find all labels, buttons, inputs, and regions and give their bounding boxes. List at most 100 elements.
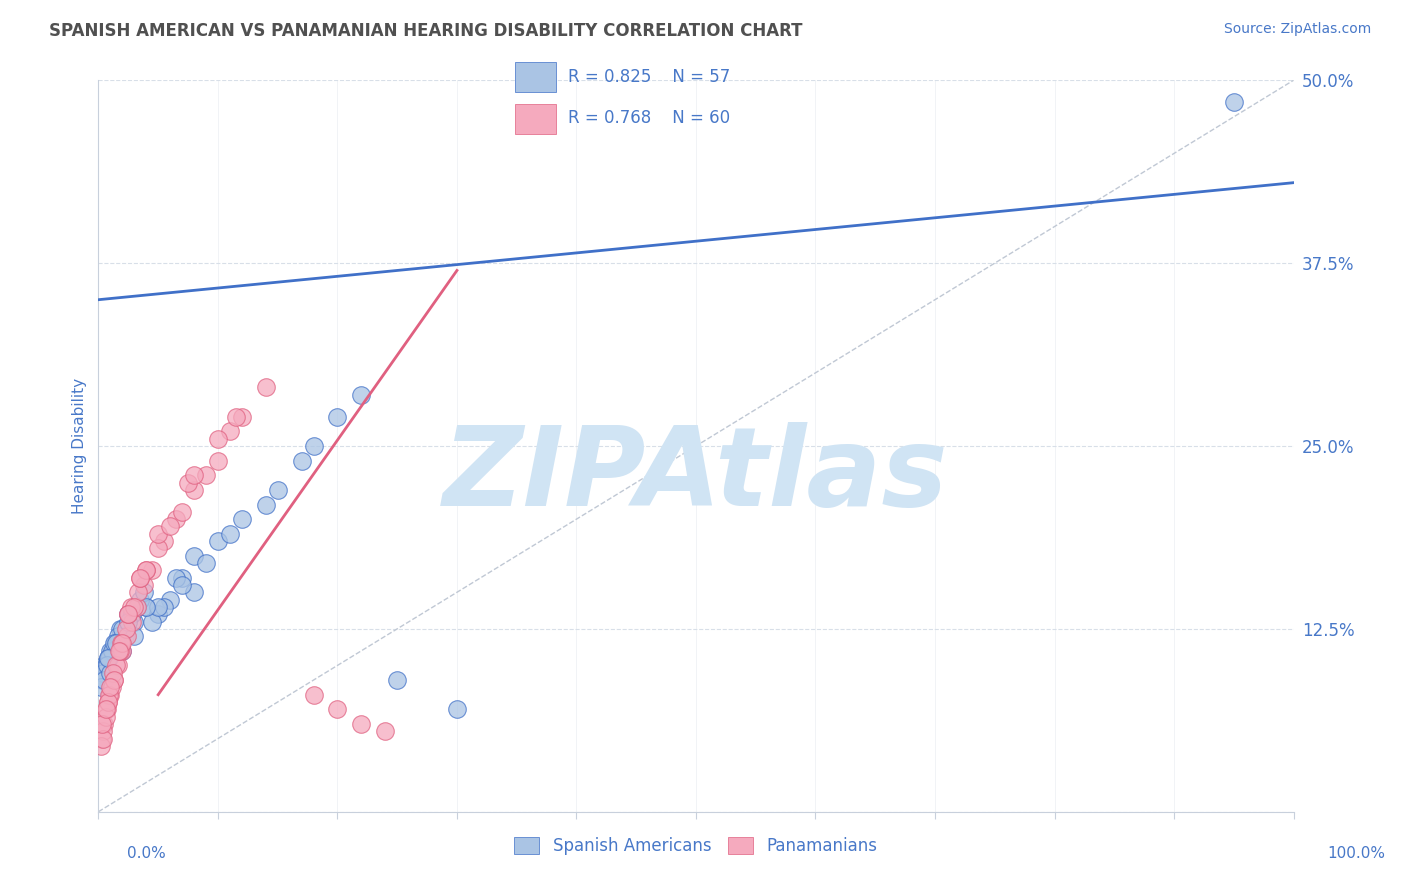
Point [127, 585, 149, 599]
Text: R = 0.768    N = 60: R = 0.768 N = 60 [568, 109, 730, 128]
Point [105, 658, 128, 673]
Point [207, 432, 229, 446]
Point [103, 673, 125, 687]
Point [141, 563, 163, 577]
Point [100, 644, 122, 658]
Point [115, 629, 138, 643]
Point [108, 622, 131, 636]
Point [105, 636, 128, 650]
Point [93, 717, 115, 731]
Point [96, 702, 118, 716]
Point [107, 644, 129, 658]
Point [132, 585, 155, 599]
Point [446, 702, 468, 716]
Point [183, 585, 205, 599]
Point [105, 636, 128, 650]
Point [117, 607, 139, 622]
Point [107, 629, 129, 643]
Point [100, 681, 122, 695]
Text: SPANISH AMERICAN VS PANAMANIAN HEARING DISABILITY CORRELATION CHART: SPANISH AMERICAN VS PANAMANIAN HEARING D… [49, 22, 803, 40]
Point [148, 541, 170, 556]
Point [129, 592, 152, 607]
Point [326, 702, 349, 716]
Point [177, 475, 200, 490]
Point [159, 592, 181, 607]
Point [97, 651, 120, 665]
Point [97, 651, 120, 665]
Point [225, 409, 247, 424]
Point [125, 599, 148, 614]
Point [107, 658, 129, 673]
Point [219, 425, 242, 439]
Point [114, 629, 136, 643]
Point [103, 636, 125, 650]
Point [117, 607, 139, 622]
Text: 100.0%: 100.0% [1327, 846, 1385, 861]
Point [207, 453, 229, 467]
Point [97, 695, 120, 709]
Text: Source: ZipAtlas.com: Source: ZipAtlas.com [1223, 22, 1371, 37]
Point [98, 644, 122, 658]
Point [148, 607, 170, 622]
Point [117, 607, 139, 622]
Legend: Spanish Americans, Panamanians: Spanish Americans, Panamanians [508, 830, 884, 862]
Point [350, 388, 373, 402]
Point [91, 731, 114, 746]
Point [219, 526, 242, 541]
Point [91, 724, 114, 739]
Point [183, 468, 205, 483]
Point [97, 695, 120, 709]
Point [98, 688, 122, 702]
Point [129, 571, 152, 585]
Point [91, 731, 114, 746]
Point [165, 571, 187, 585]
Point [91, 673, 114, 687]
Point [302, 688, 325, 702]
Text: R = 0.825    N = 57: R = 0.825 N = 57 [568, 68, 730, 87]
Point [350, 717, 373, 731]
Point [172, 505, 194, 519]
Point [108, 644, 131, 658]
Point [104, 636, 127, 650]
Point [1223, 95, 1246, 110]
Point [183, 549, 205, 563]
Point [90, 681, 112, 695]
Point [195, 556, 218, 570]
Point [124, 615, 146, 629]
Point [135, 563, 157, 577]
Point [103, 673, 125, 687]
Point [93, 658, 115, 673]
Point [267, 483, 290, 497]
Point [132, 578, 155, 592]
Point [254, 498, 277, 512]
Point [101, 665, 124, 680]
Point [117, 615, 139, 629]
Point [172, 578, 194, 592]
Point [96, 658, 118, 673]
Point [94, 709, 117, 723]
Text: ZIPAtlas: ZIPAtlas [443, 422, 949, 529]
Point [121, 615, 143, 629]
Point [254, 380, 277, 394]
Point [385, 673, 409, 687]
Point [148, 599, 170, 614]
Point [231, 512, 253, 526]
Point [98, 665, 122, 680]
Point [165, 512, 187, 526]
FancyBboxPatch shape [516, 104, 555, 134]
Point [121, 607, 143, 622]
Y-axis label: Hearing Disability: Hearing Disability [72, 378, 87, 514]
Point [141, 615, 163, 629]
Point [98, 681, 122, 695]
Point [291, 453, 314, 467]
Point [135, 599, 157, 614]
Point [111, 636, 134, 650]
Point [111, 629, 134, 643]
Point [374, 724, 396, 739]
Point [207, 534, 229, 549]
Point [91, 717, 114, 731]
Point [129, 571, 152, 585]
Point [195, 468, 218, 483]
Point [172, 571, 194, 585]
Point [115, 622, 138, 636]
